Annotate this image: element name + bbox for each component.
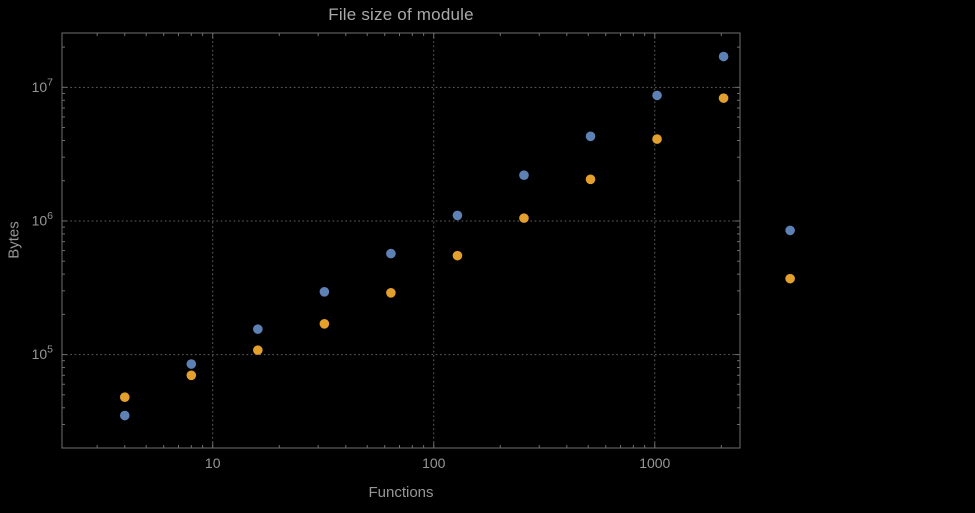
x-tick-label: 100	[422, 455, 446, 471]
y-tick-label: 106	[32, 210, 54, 229]
data-point-blue	[386, 248, 396, 259]
data-point-blue	[253, 324, 263, 334]
x-tick-label: 10	[205, 455, 221, 471]
data-point-blue	[585, 131, 596, 142]
chart-title: File size of module	[328, 5, 474, 24]
x-tick-label: 1000	[639, 455, 670, 471]
data-point-orange	[652, 134, 662, 144]
data-point-blue	[519, 170, 529, 181]
data-point-orange	[718, 93, 729, 103]
data-point-blue	[319, 287, 330, 297]
plot-frame	[61, 32, 741, 449]
data-point-blue	[718, 51, 729, 62]
data-point-orange	[519, 213, 529, 223]
data-point-orange	[785, 273, 795, 284]
data-point-orange	[119, 392, 130, 402]
y-tick-label: 107	[32, 76, 54, 95]
data-point-blue	[452, 210, 463, 221]
data-point-orange	[186, 370, 197, 381]
data-point-blue	[119, 410, 130, 421]
y-axis-label: Bytes	[5, 221, 23, 259]
y-tick-label: 105	[32, 344, 54, 363]
data-point-blue	[652, 90, 662, 101]
data-point-blue	[186, 359, 197, 369]
data-point-orange	[585, 174, 596, 185]
data-point-orange	[253, 345, 263, 355]
x-axis-label: Functions	[368, 484, 434, 501]
data-point-blue	[785, 225, 795, 236]
data-point-orange	[452, 250, 463, 261]
data-point-orange	[319, 318, 330, 329]
data-point-orange	[386, 288, 396, 298]
